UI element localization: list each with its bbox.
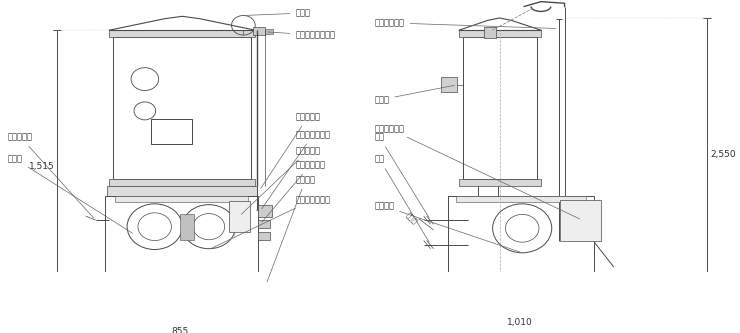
Bar (559, 200, 601, 240)
Bar (101, 289, 261, 302)
Text: ドレン: ドレン (405, 211, 418, 225)
Bar (265, 29, 273, 34)
Text: ドレンバルブ: ドレンバルブ (262, 160, 326, 222)
Text: エアー抜きバルブ: エアー抜きバルブ (268, 31, 335, 40)
Bar (113, 37, 252, 179)
Bar (258, 220, 270, 228)
Text: ろ材吊上支柱: ろ材吊上支柱 (374, 18, 556, 28)
Bar (456, 196, 586, 202)
Text: バイパスバルブ: バイパスバルブ (262, 130, 331, 209)
Bar (115, 196, 249, 202)
Text: 出口バルブ: 出口バルブ (260, 112, 320, 188)
Text: モーター: モーター (374, 202, 519, 252)
Bar (151, 120, 192, 144)
Bar (463, 37, 537, 179)
Text: ポンプ: ポンプ (8, 155, 132, 233)
Bar (181, 214, 194, 240)
Text: 1,010: 1,010 (508, 318, 533, 327)
Bar (258, 231, 270, 240)
Bar (110, 179, 255, 186)
Bar (441, 78, 457, 92)
Bar (484, 27, 496, 38)
Bar (253, 27, 265, 35)
Bar (459, 179, 541, 186)
Bar (105, 196, 258, 280)
Text: 圧力計: 圧力計 (374, 85, 454, 104)
Bar (448, 196, 594, 280)
Text: 2,550: 2,550 (710, 151, 736, 160)
Text: 助剤タンク: 助剤タンク (241, 146, 320, 214)
Text: 入口バルブ: 入口バルブ (8, 133, 94, 218)
Bar (238, 280, 276, 289)
Bar (258, 205, 272, 217)
Bar (110, 30, 255, 37)
Bar (107, 186, 258, 196)
Text: 出口: 出口 (374, 133, 429, 218)
Bar (229, 200, 250, 231)
Text: 855: 855 (172, 327, 189, 333)
Bar (444, 280, 597, 293)
Text: 1,515: 1,515 (30, 162, 56, 171)
Text: 圧力計: 圧力計 (246, 9, 311, 18)
Text: ステップ: ステップ (267, 175, 315, 282)
Text: ろ材巻取装置: ろ材巻取装置 (374, 124, 579, 219)
Bar (459, 30, 541, 37)
Text: モーターカバー: モーターカバー (212, 195, 331, 248)
Text: 入口: 入口 (374, 155, 429, 242)
